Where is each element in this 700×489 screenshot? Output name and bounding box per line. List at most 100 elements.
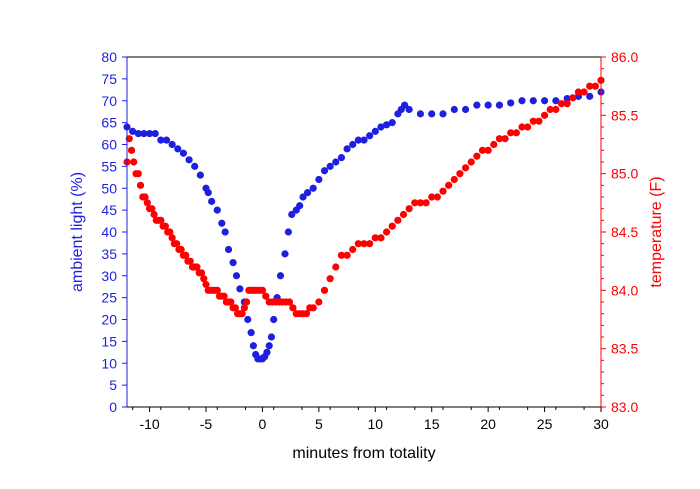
light-point (450, 105, 458, 114)
light-point (244, 315, 252, 324)
temp-point (399, 210, 408, 219)
y-left-tick-label: 75 (101, 71, 117, 87)
temp-point (285, 298, 294, 306)
temp-point (360, 240, 368, 248)
temp-point (193, 263, 201, 271)
temp-point (326, 275, 334, 283)
temp-point (157, 216, 165, 224)
temp-point (394, 216, 402, 224)
temp-point (127, 146, 136, 154)
temp-point (309, 304, 317, 312)
y-axis-right-title: temperature (F) (648, 176, 665, 287)
light-point (265, 342, 273, 350)
light-point (540, 97, 549, 105)
temp-point (337, 251, 346, 259)
temp-point (580, 88, 588, 96)
temp-point (136, 181, 145, 189)
y-right-tick-label: 85.0 (611, 166, 638, 182)
light-point (337, 154, 346, 162)
temp-point (143, 199, 151, 207)
temp-point (377, 234, 385, 242)
x-tick-label: 5 (315, 416, 323, 432)
light-point (326, 162, 334, 170)
light-point (416, 110, 425, 118)
temp-point (591, 82, 599, 90)
light-point (529, 97, 537, 105)
temp-point (134, 170, 142, 178)
light-point (518, 97, 526, 105)
light-point (191, 162, 199, 170)
light-point (236, 285, 244, 293)
light-point (284, 228, 292, 236)
light-point (303, 189, 312, 197)
temp-point (177, 245, 185, 254)
temp-point (202, 280, 210, 289)
temp-point (495, 135, 504, 143)
temp-point (371, 234, 379, 242)
light-point (157, 136, 165, 144)
temp-point (422, 199, 430, 207)
temp-point (332, 263, 340, 271)
light-point (586, 92, 594, 100)
light-point (349, 140, 357, 149)
light-point (224, 245, 233, 254)
y-right-tick-label: 84.5 (611, 224, 638, 240)
temp-point (388, 222, 396, 230)
light-point (145, 129, 154, 138)
light-point (343, 145, 351, 153)
temp-point (148, 205, 156, 213)
temp-point (213, 286, 221, 294)
temp-point (501, 135, 509, 143)
temp-point (182, 251, 190, 259)
temp-point (130, 158, 138, 166)
x-axis-title: minutes from totality (292, 445, 435, 462)
temp-point (518, 123, 526, 131)
y-left-tick-label: 30 (101, 268, 117, 284)
temp-point (428, 193, 436, 201)
temp-point (546, 105, 554, 114)
y-right-tick-label: 83.0 (611, 399, 638, 415)
light-point (174, 145, 182, 153)
light-point (366, 132, 374, 140)
temp-point (186, 257, 194, 265)
temp-point (173, 240, 181, 248)
temp-point (150, 210, 158, 219)
light-point (270, 315, 278, 324)
temp-point (289, 304, 297, 312)
temp-point (320, 286, 329, 294)
temp-point (197, 269, 206, 277)
light-point (371, 127, 379, 135)
temp-point (557, 100, 566, 108)
series-temperature (123, 76, 605, 318)
temp-point (540, 111, 549, 119)
light-point (140, 129, 148, 138)
temp-point (200, 275, 208, 283)
temp-point (315, 298, 323, 306)
temp-point (529, 117, 537, 125)
y-right-tick-label: 84.0 (611, 282, 638, 298)
light-point (288, 210, 296, 219)
light-point (377, 123, 385, 131)
light-point (354, 136, 362, 144)
y-left-tick-label: 25 (101, 290, 117, 306)
light-point (168, 140, 176, 149)
y-left-tick-label: 0 (109, 399, 117, 415)
y-left-tick-label: 10 (101, 355, 117, 371)
light-point (439, 110, 447, 118)
temp-point (461, 164, 470, 172)
x-tick-label: 25 (537, 416, 553, 432)
temp-point (552, 105, 560, 114)
temp-point (484, 146, 492, 154)
x-tick-label: -10 (139, 416, 159, 432)
x-tick-label: 20 (480, 416, 496, 432)
temp-point (490, 140, 498, 149)
y-left-tick-label: 60 (101, 137, 117, 153)
light-point (315, 175, 323, 184)
x-tick-label: 15 (424, 416, 440, 432)
temp-point (473, 152, 481, 160)
temp-point (586, 82, 594, 90)
light-point (247, 329, 255, 337)
light-point (320, 167, 329, 175)
light-point (208, 197, 216, 205)
temp-point (411, 199, 419, 207)
